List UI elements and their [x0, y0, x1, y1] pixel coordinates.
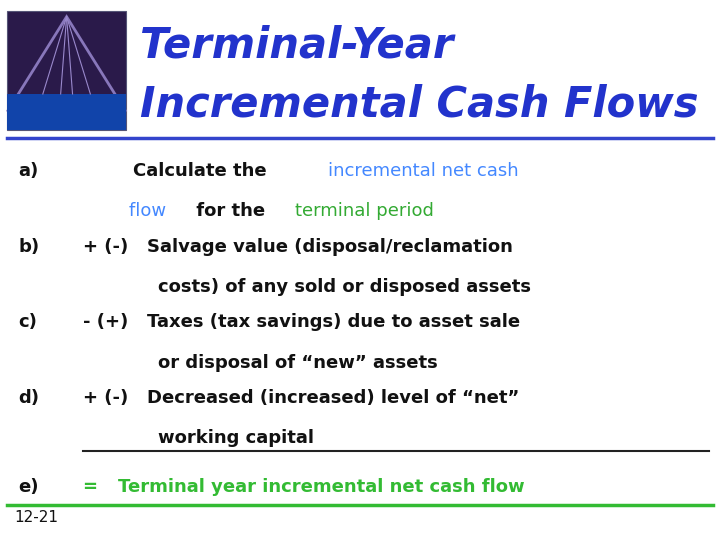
- Text: for the: for the: [190, 202, 271, 220]
- FancyBboxPatch shape: [7, 11, 126, 130]
- Text: Calculate the: Calculate the: [83, 162, 273, 180]
- Text: + (-)   Salvage value (disposal/reclamation: + (-) Salvage value (disposal/reclamatio…: [83, 238, 513, 255]
- Text: terminal period: terminal period: [295, 202, 434, 220]
- Text: 12-21: 12-21: [14, 510, 58, 525]
- FancyBboxPatch shape: [7, 94, 126, 130]
- Text: b): b): [18, 238, 39, 255]
- Text: flow: flow: [83, 202, 166, 220]
- Text: Terminal-Year: Terminal-Year: [140, 24, 454, 66]
- Text: + (-)   Decreased (increased) level of “net”: + (-) Decreased (increased) level of “ne…: [83, 389, 519, 407]
- Text: c): c): [18, 313, 37, 331]
- Text: or disposal of “new” assets: or disposal of “new” assets: [83, 354, 438, 372]
- Text: Incremental Cash Flows: Incremental Cash Flows: [140, 84, 699, 126]
- Text: incremental net cash: incremental net cash: [328, 162, 518, 180]
- Text: Terminal year incremental net cash flow: Terminal year incremental net cash flow: [118, 478, 525, 496]
- Text: - (+)   Taxes (tax savings) due to asset sale: - (+) Taxes (tax savings) due to asset s…: [83, 313, 520, 331]
- Text: d): d): [18, 389, 39, 407]
- Text: =: =: [83, 478, 110, 496]
- Text: working capital: working capital: [83, 429, 314, 447]
- Text: e): e): [18, 478, 38, 496]
- Text: costs) of any sold or disposed assets: costs) of any sold or disposed assets: [83, 278, 531, 296]
- Text: a): a): [18, 162, 38, 180]
